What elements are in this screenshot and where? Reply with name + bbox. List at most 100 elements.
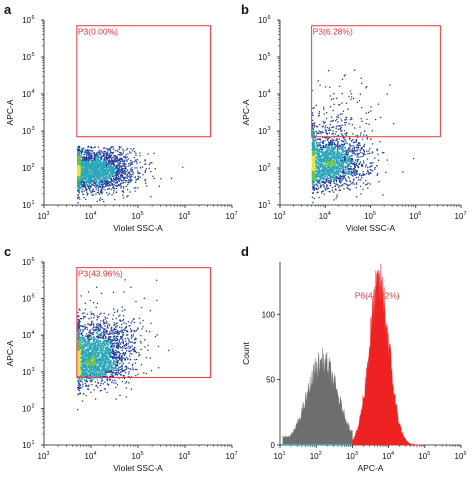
event-dot	[374, 157, 376, 159]
event-dot	[335, 166, 337, 168]
event-dot	[115, 161, 118, 163]
event-dot	[317, 138, 319, 140]
event-dot	[120, 152, 122, 154]
event-dot	[360, 118, 362, 120]
event-dot	[337, 184, 339, 186]
event-dot	[135, 152, 137, 154]
event-dot	[98, 162, 100, 164]
event-dot	[108, 160, 110, 162]
event-dot	[99, 180, 101, 182]
event-dot	[82, 156, 84, 158]
event-dot	[96, 155, 98, 157]
event-dot	[77, 171, 79, 173]
event-dot	[366, 183, 368, 185]
event-dot	[86, 172, 88, 174]
event-dot	[127, 183, 129, 186]
event-dot	[386, 159, 388, 161]
event-dot	[89, 175, 91, 178]
event-dot	[376, 148, 379, 150]
event-dot	[350, 159, 352, 161]
event-dot	[118, 178, 120, 180]
event-dot	[330, 120, 332, 122]
event-dot	[102, 182, 104, 184]
event-dot	[120, 182, 122, 184]
event-dot	[347, 187, 349, 190]
event-dot	[347, 184, 349, 186]
event-dot	[103, 165, 105, 167]
event-dot	[96, 156, 99, 158]
event-dot	[369, 162, 371, 164]
event-dot	[121, 169, 124, 171]
event-dot	[311, 137, 314, 139]
event-dot	[324, 174, 326, 176]
event-dot	[100, 188, 103, 191]
event-dot	[326, 127, 329, 129]
event-dot	[355, 187, 357, 189]
event-dot	[341, 163, 343, 165]
event-dot	[146, 185, 148, 187]
event-dot	[319, 172, 321, 174]
event-dot	[85, 158, 87, 160]
event-dot	[91, 183, 93, 186]
event-dot	[349, 146, 352, 148]
event-dot	[322, 120, 324, 123]
b-x-tick-label: 10 7	[455, 211, 467, 221]
event-dot	[113, 190, 115, 192]
event-dot	[122, 182, 124, 184]
event-dot	[322, 146, 324, 148]
event-dot	[80, 176, 82, 178]
event-dot	[121, 168, 124, 171]
event-dot	[340, 133, 343, 135]
event-dot	[129, 172, 131, 175]
event-dot	[322, 174, 324, 176]
event-dot	[150, 171, 152, 173]
event-dot	[82, 167, 84, 169]
event-dot	[115, 184, 118, 187]
event-dot	[90, 165, 92, 167]
event-dot	[114, 168, 117, 170]
event-dot	[120, 184, 122, 186]
event-dot	[82, 159, 84, 161]
event-dot	[321, 159, 323, 161]
event-dot	[327, 174, 329, 176]
event-dot	[89, 164, 91, 166]
event-dot	[94, 172, 97, 174]
event-dot	[311, 196, 313, 198]
event-dot	[93, 160, 95, 162]
event-dot	[102, 162, 104, 165]
event-dot	[86, 159, 88, 161]
event-dot	[122, 180, 124, 182]
event-dot	[116, 156, 119, 158]
event-dot	[315, 161, 317, 163]
event-dot	[124, 170, 126, 172]
event-dot	[99, 199, 101, 201]
event-dot	[81, 170, 83, 172]
event-dot	[119, 168, 121, 171]
event-dot	[110, 158, 113, 160]
event-dot	[313, 178, 315, 180]
event-dot	[83, 151, 86, 153]
event-dot	[333, 149, 335, 151]
event-dot	[338, 158, 340, 160]
event-dot	[112, 184, 114, 186]
event-dot	[330, 98, 333, 100]
event-dot	[361, 82, 363, 84]
event-dot	[361, 177, 363, 179]
event-dot	[332, 109, 334, 112]
event-dot	[90, 174, 93, 176]
event-dot	[325, 147, 327, 149]
event-dot	[89, 180, 91, 182]
event-dot	[361, 106, 363, 109]
event-dot	[79, 152, 81, 154]
event-dot	[360, 147, 363, 149]
event-dot	[355, 141, 358, 143]
event-dot	[345, 119, 347, 121]
event-dot	[87, 145, 90, 148]
event-dot	[321, 163, 323, 165]
event-dot	[76, 165, 79, 167]
event-dot	[100, 160, 102, 162]
event-dot	[96, 172, 98, 174]
event-dot	[114, 169, 116, 171]
event-dot	[317, 80, 319, 82]
event-dot	[108, 192, 110, 195]
